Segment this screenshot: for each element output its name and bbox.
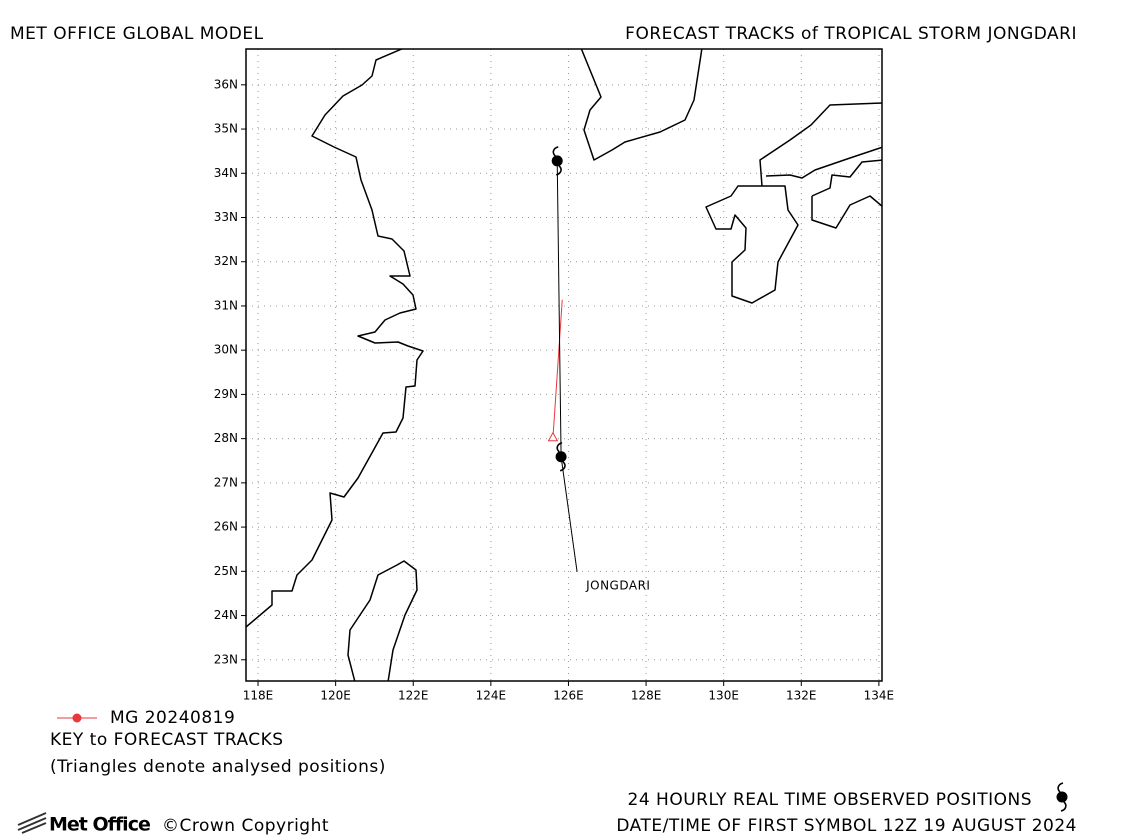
y-tick-label: 34N [214, 166, 238, 180]
y-tick-label: 31N [214, 298, 238, 312]
x-tick-label: 128E [631, 689, 662, 703]
logo-text: Met Office [49, 814, 150, 836]
y-tick-label: 26N [214, 520, 238, 534]
y-tick-label: 36N [214, 77, 238, 91]
y-tick-label: 32N [214, 254, 238, 268]
title-left: MET OFFICE GLOBAL MODEL [10, 24, 264, 44]
coast-honshu [759, 102, 882, 187]
footer-cyclone-icon [1055, 782, 1069, 812]
label-leader [560, 456, 578, 572]
key-note: (Triangles denote analysed positions) [50, 757, 386, 777]
x-tick-label: 132E [786, 689, 817, 703]
legend-label: MG 20240819 [110, 708, 235, 728]
analysed-position [547, 431, 559, 442]
logo-icon [17, 812, 47, 834]
x-tick-label: 126E [553, 689, 584, 703]
coast-korea [580, 49, 703, 161]
y-tick-label: 30N [214, 343, 238, 357]
y-tick-label: 24N [214, 608, 238, 622]
x-tick-label: 122E [398, 689, 429, 703]
forecast-track [552, 299, 563, 438]
x-tick-label: 120E [320, 689, 351, 703]
title-right: FORECAST TRACKS of TROPICAL STORM JONGDA… [625, 24, 1077, 44]
y-tick-label: 33N [214, 210, 238, 224]
observed-track [556, 160, 562, 457]
legend-dot [72, 713, 82, 723]
x-tick-label: 134E [864, 689, 895, 703]
x-tick-label: 130E [708, 689, 739, 703]
y-tick-label: 28N [214, 431, 238, 445]
map-frame [245, 48, 883, 682]
footer-first-symbol: DATE/TIME OF FIRST SYMBOL 12Z 19 AUGUST … [616, 816, 1077, 836]
copyright: ©Crown Copyright [162, 816, 329, 836]
y-tick-label: 23N [214, 652, 238, 666]
coast-shikoku [811, 159, 882, 229]
coastlines [246, 49, 882, 681]
coast-china [246, 49, 424, 628]
storm-label: JONGDARI [585, 578, 650, 592]
y-tick-label: 29N [214, 387, 238, 401]
tracks: JONGDARI [547, 146, 650, 592]
key-title: KEY to FORECAST TRACKS [50, 730, 284, 750]
y-tick-label: 27N [214, 475, 238, 489]
x-tick-label: 118E [243, 689, 274, 703]
footer-observed: 24 HOURLY REAL TIME OBSERVED POSITIONS [628, 790, 1032, 810]
x-tick-label: 124E [476, 689, 507, 703]
y-tick-label: 25N [214, 564, 238, 578]
coast-kyushu [705, 185, 799, 304]
grid [241, 49, 882, 686]
y-tick-label: 35N [214, 122, 238, 136]
coast-taiwan [347, 560, 418, 681]
